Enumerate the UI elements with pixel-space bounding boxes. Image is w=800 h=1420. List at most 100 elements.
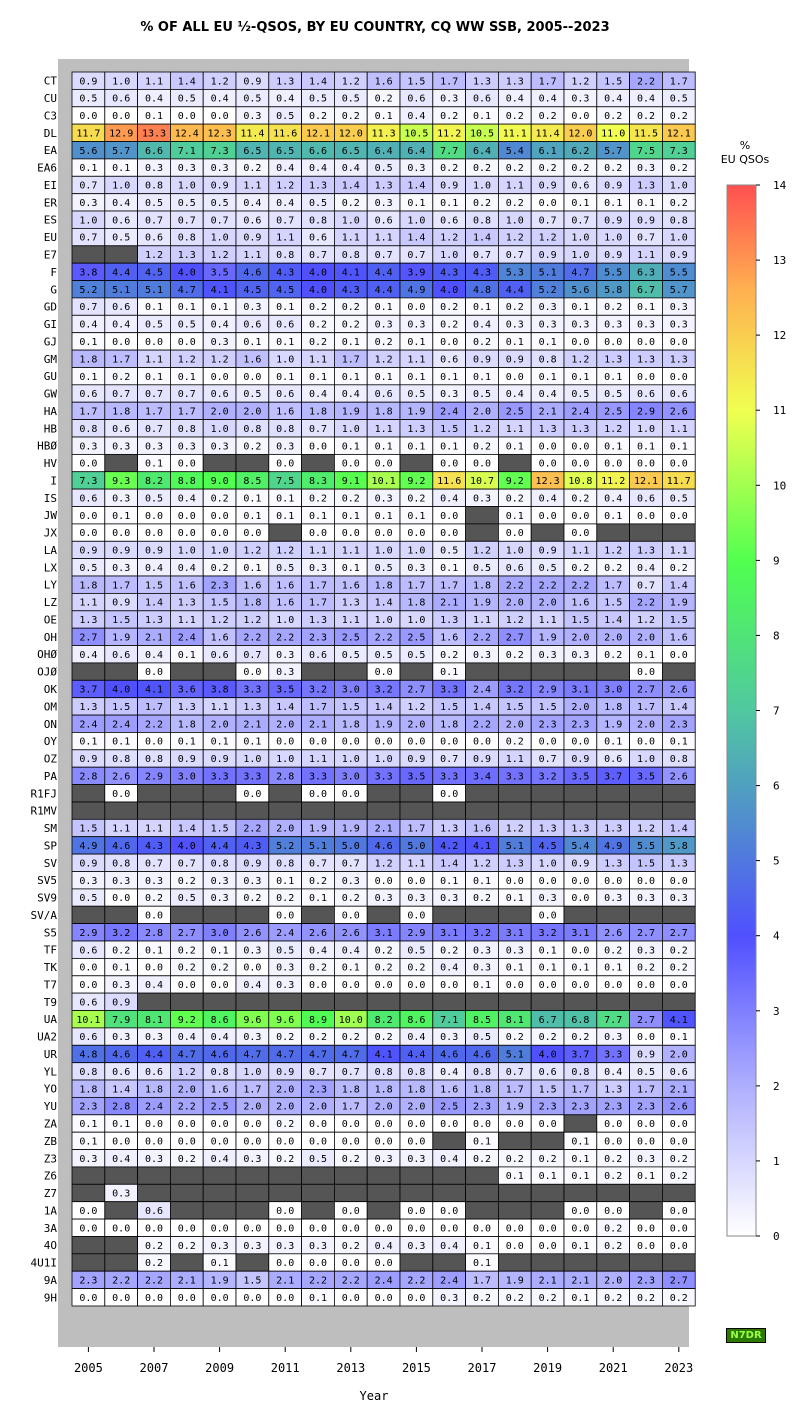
- cell-value-label: 4.7: [243, 1050, 261, 1061]
- cell-value-label: 0.0: [342, 1119, 360, 1130]
- cell-value-label: 1.0: [178, 546, 196, 557]
- cell-value-label: 2.0: [604, 1276, 622, 1287]
- cell-value-label: 0.0: [637, 737, 655, 748]
- cell-value-label: 0.4: [440, 1067, 458, 1078]
- cell-value-label: 7.7: [604, 1015, 622, 1026]
- cell-value-label: 1.0: [407, 615, 425, 626]
- cell-value-label: 0.1: [539, 337, 557, 348]
- cell-value-label: 0.1: [211, 737, 229, 748]
- cell-value-label: 0.2: [440, 163, 458, 174]
- cell-value-label: 1.0: [375, 615, 393, 626]
- cell-value-label: 1.0: [211, 424, 229, 435]
- cell-value-label: 2.3: [637, 1102, 655, 1113]
- cell-value-label: 0.4: [112, 320, 130, 331]
- cell-value-label: 0.1: [539, 1171, 557, 1182]
- cell-value-label: 1.4: [309, 76, 327, 87]
- cell-value-label: 1.8: [604, 702, 622, 713]
- cell-value-label: 0.7: [571, 215, 589, 226]
- cell-value-label: 0.7: [309, 1067, 327, 1078]
- cell-value-label: 1.9: [211, 1276, 229, 1287]
- cell-value-label: 0.0: [604, 980, 622, 991]
- cell-value-label: 0.0: [342, 1258, 360, 1269]
- cell-value-label: 0.4: [178, 563, 196, 574]
- cell-value-label: 0.5: [407, 945, 425, 956]
- cell-value-label: 3.5: [211, 268, 229, 279]
- cell-value-label: 0.5: [145, 493, 163, 504]
- cell-value-label: 0.2: [604, 650, 622, 661]
- cell-value-label: 1.1: [342, 546, 360, 557]
- heatmap-cell: [137, 784, 171, 803]
- cell-value-label: 0.1: [276, 876, 294, 887]
- cell-value-label: 0.1: [112, 963, 130, 974]
- cell-value-label: 8.2: [375, 1015, 393, 1026]
- cell-value-label: 0.0: [407, 876, 425, 887]
- cell-value-label: 0.4: [375, 1241, 393, 1252]
- heatmap-cell: [629, 523, 663, 542]
- cell-value-label: 0.0: [375, 1223, 393, 1234]
- cell-value-label: 0.5: [473, 563, 491, 574]
- cell-value-label: 0.3: [375, 198, 393, 209]
- cell-value-label: 3.3: [375, 772, 393, 783]
- cell-value-label: 0.2: [243, 441, 261, 452]
- cell-value-label: 0.1: [539, 963, 557, 974]
- cell-value-label: 1.1: [243, 250, 261, 261]
- cell-value-label: 0.0: [670, 372, 688, 383]
- cell-value-label: 0.9: [539, 181, 557, 192]
- cell-value-label: 4.6: [473, 1050, 491, 1061]
- cell-value-label: 0.0: [342, 737, 360, 748]
- cell-value-label: 0.0: [178, 111, 196, 122]
- cell-value-label: 1.5: [539, 1084, 557, 1095]
- colorbar-tick-label: 3: [773, 1005, 780, 1018]
- cell-value-label: 0.5: [670, 94, 688, 105]
- cell-value-label: 0.1: [571, 1137, 589, 1148]
- cell-value-label: 3.0: [604, 685, 622, 696]
- cell-value-label: 4.0: [178, 268, 196, 279]
- row-label: OE: [44, 614, 57, 627]
- cell-value-label: 1.1: [145, 824, 163, 835]
- cell-value-label: 0.1: [473, 111, 491, 122]
- cell-value-label: 0.3: [637, 1154, 655, 1165]
- cell-value-label: 0.8: [79, 1067, 97, 1078]
- cell-value-label: 0.0: [342, 1137, 360, 1148]
- x-axis: 2005 2007 2009 2011 2013 2015 2017 2019 2021 2023: [74, 1347, 693, 1375]
- cell-value-label: 1.9: [506, 1102, 524, 1113]
- cell-value-label: 0.2: [342, 1154, 360, 1165]
- cell-value-label: 0.5: [670, 493, 688, 504]
- cell-value-label: 0.1: [243, 493, 261, 504]
- cell-value-label: 11.1: [503, 128, 527, 139]
- cell-value-label: 1.2: [375, 354, 393, 365]
- cell-value-label: 1.3: [604, 824, 622, 835]
- cell-value-label: 1.3: [670, 354, 688, 365]
- cell-value-label: 0.0: [79, 980, 97, 991]
- cell-value-label: 0.5: [243, 389, 261, 400]
- cell-value-label: 1.2: [178, 1067, 196, 1078]
- cell-value-label: 0.5: [571, 389, 589, 400]
- cell-value-label: 1.9: [407, 407, 425, 418]
- cell-value-label: 0.0: [211, 1119, 229, 1130]
- cell-value-label: 0.1: [145, 372, 163, 383]
- cell-value-label: 0.9: [670, 250, 688, 261]
- cell-value-label: 7.9: [112, 1015, 130, 1026]
- cell-value-label: 1.9: [506, 1276, 524, 1287]
- cell-value-label: 1.2: [506, 824, 524, 835]
- cell-value-label: 1.3: [506, 76, 524, 87]
- cell-value-label: 1.3: [178, 702, 196, 713]
- cell-value-label: 2.2: [571, 580, 589, 591]
- cell-value-label: 0.7: [145, 389, 163, 400]
- cell-value-label: 5.5: [604, 268, 622, 279]
- cell-value-label: 0.2: [112, 945, 130, 956]
- cell-value-label: 0.3: [276, 980, 294, 991]
- cell-value-label: 0.1: [211, 1258, 229, 1269]
- cell-value-label: 0.6: [112, 650, 130, 661]
- cell-value-label: 4.0: [112, 685, 130, 696]
- cell-value-label: 1.8: [375, 580, 393, 591]
- cell-value-label: 0.1: [571, 372, 589, 383]
- cell-value-label: 0.0: [473, 459, 491, 470]
- cell-value-label: 0.9: [506, 354, 524, 365]
- cell-value-label: 1.5: [342, 702, 360, 713]
- cell-value-label: 0.8: [112, 754, 130, 765]
- cell-value-label: 0.2: [670, 563, 688, 574]
- cell-value-label: 2.2: [473, 633, 491, 644]
- cell-value-label: 0.0: [375, 737, 393, 748]
- heatmap-cell: [366, 801, 401, 820]
